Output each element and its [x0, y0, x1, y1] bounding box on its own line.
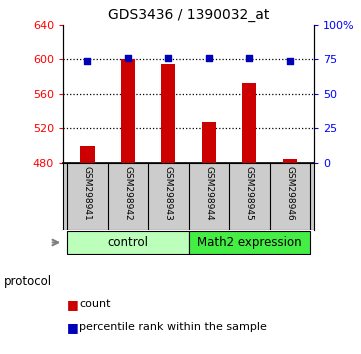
Text: control: control [108, 236, 148, 249]
Text: ■: ■ [67, 321, 79, 334]
Bar [121, 59, 135, 163]
Text: count: count [79, 299, 111, 309]
Point [125, 55, 131, 61]
Text: percentile rank within the sample: percentile rank within the sample [79, 322, 267, 332]
Text: GSM298943: GSM298943 [164, 166, 173, 221]
Text: protocol: protocol [4, 275, 52, 288]
Title: GDS3436 / 1390032_at: GDS3436 / 1390032_at [108, 8, 269, 22]
Bar [161, 64, 175, 163]
Text: GSM298946: GSM298946 [285, 166, 294, 221]
Bar [283, 159, 297, 163]
Bar [189, 231, 310, 255]
Text: GSM298941: GSM298941 [83, 166, 92, 221]
Point [206, 55, 212, 61]
Text: GSM298944: GSM298944 [204, 166, 213, 221]
Point [247, 55, 252, 61]
Point [287, 58, 293, 63]
Point [84, 58, 90, 63]
Bar [242, 84, 256, 163]
Text: Math2 expression: Math2 expression [197, 236, 302, 249]
Text: GSM298945: GSM298945 [245, 166, 254, 221]
Bar [67, 231, 189, 255]
Text: ■: ■ [67, 298, 79, 311]
Bar [202, 122, 216, 163]
Text: GSM298942: GSM298942 [123, 166, 132, 221]
Bar [81, 145, 95, 163]
Point [165, 55, 171, 61]
